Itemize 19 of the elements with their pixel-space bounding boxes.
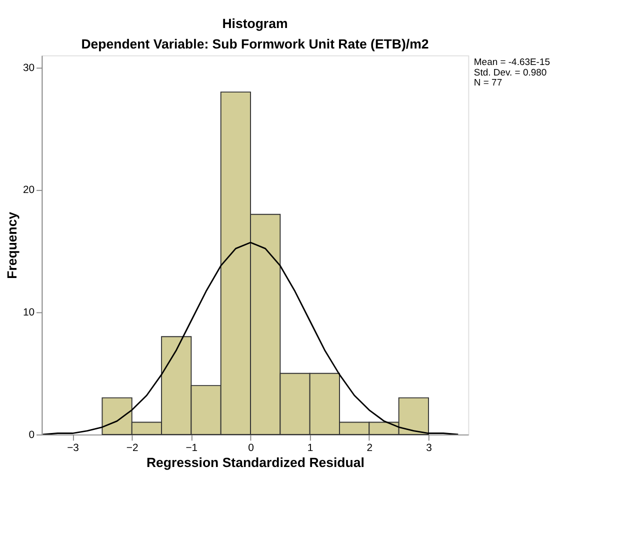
y-axis-title: Frequency [4,211,20,279]
chart-title: Histogram [222,16,288,31]
x-tick-label: −1 [186,443,198,454]
x-axis-title: Regression Standardized Residual [146,455,364,470]
x-tick-label: 1 [307,443,314,454]
x-tick-label: 0 [248,443,254,454]
x-tick-label: −2 [126,443,138,454]
text: Std. Dev. = 0.980 [474,67,547,78]
x-tick-label: 2 [366,443,373,454]
text: N = 77 [474,78,502,89]
line-series [42,242,459,434]
chart-subtitle: Dependent Variable: Sub Formwork Unit Rate (ETB)/m2 [81,36,429,52]
y-tick-label: 10 [23,308,35,319]
y-tick-label: 0 [28,430,35,441]
x-tick-label: 3 [426,443,432,454]
y-tick-label: 20 [23,185,35,196]
y-tick-label: 30 [23,62,35,74]
x-tick-label: −3 [67,443,80,454]
text: Mean = -4.63E-15 [474,56,550,68]
